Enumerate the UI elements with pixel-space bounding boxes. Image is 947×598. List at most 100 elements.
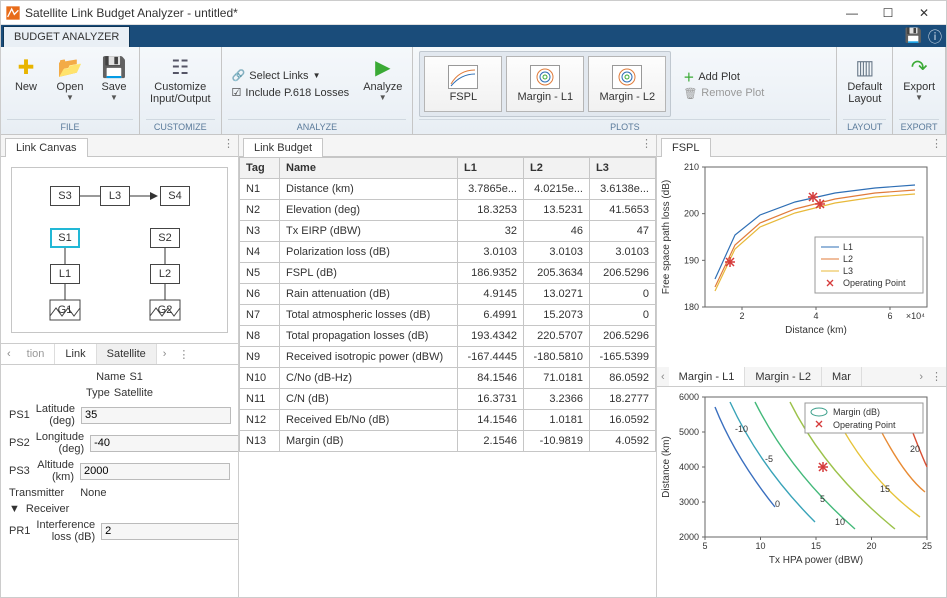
table-row[interactable]: N10C/No (dB-Hz)84.154671.018186.0592 [240,368,656,389]
subtab-margin-l2[interactable]: Margin - L2 [745,367,822,386]
margin-prev-icon[interactable]: ‹ [657,371,669,383]
name-label: Name [96,371,125,383]
open-button[interactable]: 📂 Open ▼ [51,51,89,117]
tab-fspl-plot[interactable]: FSPL [661,138,711,157]
add-plot-button[interactable]: ＋ Add Plot [683,69,764,85]
longitude-input[interactable] [90,435,238,452]
node-s2[interactable]: S2 [150,228,180,248]
export-button[interactable]: ↷ Export ▼ [899,51,939,117]
select-links-button[interactable]: 🔗 Select Links ▼ [232,69,350,82]
props-tab-truncated[interactable]: tion [17,344,56,364]
plot-margin-l2-button[interactable]: Margin - L2 [588,56,666,112]
margin-subtabs: ‹ Margin - L1 Margin - L2 Mar › ⋮ [657,367,946,387]
cell-l2: 3.0103 [524,242,590,263]
cell-tag: N9 [240,347,280,368]
tab-link-budget[interactable]: Link Budget [243,138,323,157]
prev-tab-icon[interactable]: ‹ [1,348,17,360]
next-tab-icon[interactable]: › [157,348,173,360]
cell-tag: N11 [240,389,280,410]
table-row[interactable]: N9Received isotropic power (dBW)-167.444… [240,347,656,368]
svg-text:Free space path loss (dB): Free space path loss (dB) [661,180,672,295]
link-canvas[interactable]: S3 L3 S4 S1 S2 L1 L2 G1 G2 [11,167,228,333]
node-l2[interactable]: L2 [150,264,180,284]
customize-io-button[interactable]: ☷ Customize Input/Output [146,51,215,117]
table-row[interactable]: N1Distance (km)3.7865e...4.0215e...3.613… [240,179,656,200]
tab-link-canvas[interactable]: Link Canvas [5,138,88,157]
latitude-input[interactable] [81,407,231,424]
plot-fspl-button[interactable]: FSPL [424,56,502,112]
budget-menu-icon[interactable]: ⋮ [641,137,652,150]
cell-tag: N13 [240,431,280,452]
window-title: Satellite Link Budget Analyzer - untitle… [25,6,834,20]
node-s1[interactable]: S1 [50,228,80,248]
table-row[interactable]: N8Total propagation losses (dB)193.43422… [240,326,656,347]
section-label-analyze: ANALYZE [228,119,407,134]
section-layout: ▥ Default Layout LAYOUT [837,47,893,134]
section-analyze: 🔗 Select Links ▼ ☑ Include P.618 Losses … [222,47,414,134]
cell-name: Distance (km) [280,179,458,200]
col-l1: L1 [458,158,524,179]
props-tab-satellite[interactable]: Satellite [97,344,157,364]
props-tab-link[interactable]: Link [55,344,96,364]
cell-l3: 4.0592 [590,431,656,452]
svg-text:10: 10 [835,517,845,527]
svg-text:L1: L1 [843,242,853,252]
subtab-margin-l1[interactable]: Margin - L1 [669,367,746,386]
cell-l2: 46 [524,221,590,242]
margin-l2-thumb-icon [612,65,642,89]
table-row[interactable]: N7Total atmospheric losses (dB)6.499115.… [240,305,656,326]
col-name: Name [280,158,458,179]
node-g2[interactable]: G2 [150,300,180,320]
panel-menu-icon[interactable]: ⋮ [223,137,234,150]
margin-menu-icon[interactable]: ⋮ [927,370,946,383]
new-button[interactable]: ✚ New [7,51,45,117]
table-row[interactable]: N5FSPL (dB)186.9352205.3634206.5296 [240,263,656,284]
cell-l3: 3.6138e... [590,179,656,200]
save-button[interactable]: 💾 Save ▼ [95,51,133,117]
svg-text:5: 5 [820,494,825,504]
svg-text:4: 4 [813,311,818,321]
margin-next-icon[interactable]: › [915,371,927,383]
analyze-button[interactable]: ▶ Analyze ▼ [359,51,406,117]
table-row[interactable]: N13Margin (dB)2.1546-10.98194.0592 [240,431,656,452]
cell-name: Rain attenuation (dB) [280,284,458,305]
subtab-margin-l3[interactable]: Mar [822,367,862,386]
node-l1[interactable]: L1 [50,264,80,284]
margin-chart: 20003000400050006000510152025-10-5051015… [657,387,937,587]
node-l3[interactable]: L3 [100,186,130,206]
altitude-input[interactable] [80,463,230,480]
cell-name: Elevation (deg) [280,200,458,221]
node-s3[interactable]: S3 [50,186,80,206]
svg-text:15: 15 [880,484,890,494]
cell-l1: 18.3253 [458,200,524,221]
section-label-file: FILE [7,119,133,134]
table-row[interactable]: N3Tx EIRP (dBW)324647 [240,221,656,242]
cell-l1: 16.3731 [458,389,524,410]
default-layout-button[interactable]: ▥ Default Layout [843,51,886,117]
interference-input[interactable] [101,523,238,540]
interference-label: Interference loss (dB) [36,519,95,543]
plot-margin-l1-button[interactable]: Margin - L1 [506,56,584,112]
node-s4[interactable]: S4 [160,186,190,206]
toolstrip: ✚ New 📂 Open ▼ 💾 Save ▼ FILE ☷ Customize… [1,47,946,135]
props-menu-icon[interactable]: ⋮ [172,348,195,361]
save-icon[interactable]: 💾 [905,27,922,47]
cell-name: C/No (dB-Hz) [280,368,458,389]
receiver-expand-icon[interactable]: ▼ [9,503,20,515]
table-row[interactable]: N12Received Eb/No (dB)14.15461.018116.05… [240,410,656,431]
node-g1[interactable]: G1 [50,300,80,320]
fspl-menu-icon[interactable]: ⋮ [931,137,942,150]
table-row[interactable]: N11C/N (dB)16.37313.236618.2777 [240,389,656,410]
table-row[interactable]: N2Elevation (deg)18.325313.523141.5653 [240,200,656,221]
remove-plot-button[interactable]: 🗑 Remove Plot [683,87,764,100]
minimize-button[interactable]: — [834,2,870,24]
cell-name: C/N (dB) [280,389,458,410]
include-p618-checkbox[interactable]: ☑ Include P.618 Losses [232,86,350,99]
tab-budget-analyzer[interactable]: BUDGET ANALYZER [3,26,130,47]
table-row[interactable]: N6Rain attenuation (dB)4.914513.02710 [240,284,656,305]
table-row[interactable]: N4Polarization loss (dB)3.01033.01033.01… [240,242,656,263]
svg-text:2000: 2000 [679,532,699,542]
help-icon[interactable]: ⓘ [928,27,942,47]
close-button[interactable]: ✕ [906,2,942,24]
maximize-button[interactable]: ☐ [870,2,906,24]
